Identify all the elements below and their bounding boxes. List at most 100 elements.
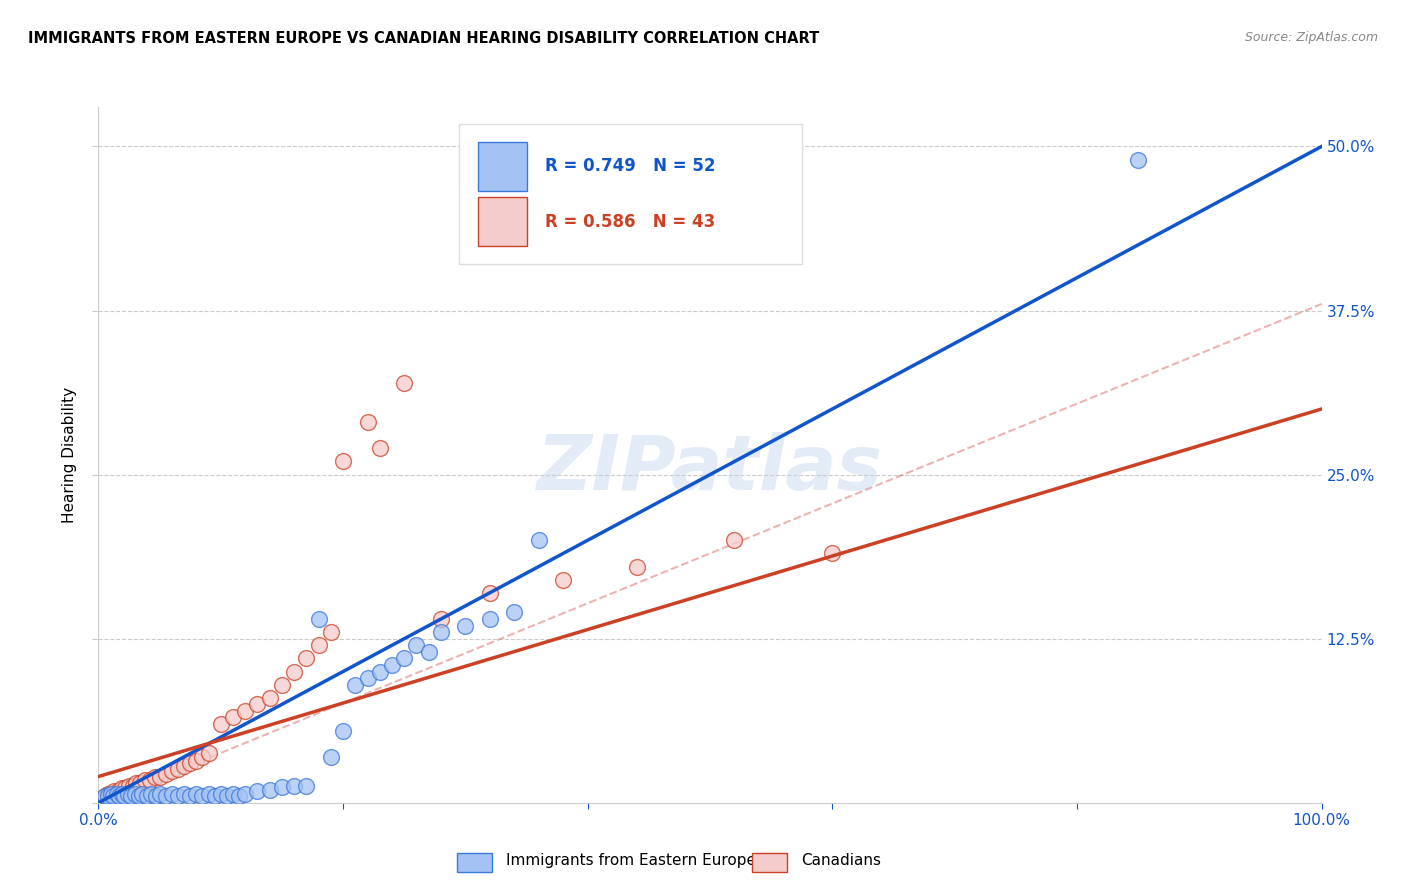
Text: ZIPatlas: ZIPatlas bbox=[537, 432, 883, 506]
Point bbox=[129, 776, 152, 790]
Point bbox=[131, 787, 153, 801]
Text: R = 0.586   N = 43: R = 0.586 N = 43 bbox=[546, 213, 716, 231]
Point bbox=[430, 625, 453, 640]
Point bbox=[120, 789, 142, 804]
Text: Immigrants from Eastern Europe: Immigrants from Eastern Europe bbox=[506, 854, 756, 868]
Point bbox=[167, 789, 190, 804]
Point bbox=[155, 789, 177, 804]
Point bbox=[149, 770, 172, 784]
Point bbox=[270, 780, 294, 794]
Point bbox=[405, 638, 427, 652]
Point bbox=[108, 789, 131, 804]
Point bbox=[392, 651, 416, 665]
Point bbox=[454, 618, 477, 632]
Point bbox=[101, 789, 124, 804]
Point bbox=[160, 787, 183, 801]
Point bbox=[114, 781, 136, 796]
Point bbox=[270, 678, 294, 692]
Point bbox=[295, 651, 318, 665]
Point bbox=[143, 770, 166, 784]
Point bbox=[626, 559, 648, 574]
Point bbox=[246, 784, 269, 798]
Point bbox=[191, 749, 214, 764]
Point bbox=[100, 787, 122, 801]
Point bbox=[1128, 153, 1150, 167]
Point bbox=[478, 586, 501, 600]
FancyBboxPatch shape bbox=[478, 197, 526, 246]
Text: IMMIGRANTS FROM EASTERN EUROPE VS CANADIAN HEARING DISABILITY CORRELATION CHART: IMMIGRANTS FROM EASTERN EUROPE VS CANADI… bbox=[28, 31, 820, 46]
Y-axis label: Hearing Disability: Hearing Disability bbox=[62, 387, 77, 523]
Point bbox=[111, 781, 134, 796]
Point bbox=[356, 415, 378, 429]
Text: R = 0.749   N = 52: R = 0.749 N = 52 bbox=[546, 157, 716, 175]
Point bbox=[145, 789, 167, 804]
Point bbox=[319, 625, 342, 640]
Point bbox=[112, 789, 135, 804]
Point bbox=[167, 762, 190, 776]
Point bbox=[197, 787, 219, 801]
Text: Canadians: Canadians bbox=[801, 854, 882, 868]
Point bbox=[93, 789, 115, 804]
Point bbox=[527, 533, 550, 548]
Point bbox=[134, 773, 156, 788]
Point bbox=[283, 779, 305, 793]
Text: Source: ZipAtlas.com: Source: ZipAtlas.com bbox=[1244, 31, 1378, 45]
Point bbox=[295, 779, 318, 793]
Point bbox=[723, 533, 745, 548]
Point bbox=[136, 789, 159, 804]
Point bbox=[209, 717, 232, 731]
Point bbox=[332, 454, 354, 468]
Point bbox=[117, 787, 139, 801]
Point bbox=[222, 710, 245, 724]
Point bbox=[97, 787, 120, 801]
Point bbox=[121, 779, 143, 793]
Point bbox=[233, 704, 256, 718]
Point bbox=[228, 789, 250, 804]
Point bbox=[283, 665, 305, 679]
Point bbox=[107, 784, 129, 798]
Point bbox=[308, 638, 330, 652]
Point bbox=[160, 764, 183, 779]
Point bbox=[259, 782, 281, 797]
Point bbox=[308, 612, 330, 626]
Point bbox=[259, 690, 281, 705]
Point bbox=[124, 787, 146, 801]
Point bbox=[356, 671, 378, 685]
Point bbox=[93, 789, 115, 804]
Point bbox=[503, 606, 526, 620]
Point bbox=[478, 612, 501, 626]
Point bbox=[319, 749, 342, 764]
Point bbox=[139, 773, 162, 788]
Point bbox=[430, 612, 453, 626]
Point bbox=[179, 756, 201, 771]
Point bbox=[118, 779, 141, 793]
Point bbox=[368, 442, 391, 456]
FancyBboxPatch shape bbox=[478, 142, 526, 191]
Point bbox=[100, 787, 122, 801]
Point bbox=[103, 784, 125, 798]
Point bbox=[222, 787, 245, 801]
Point bbox=[149, 787, 172, 801]
Point bbox=[125, 776, 148, 790]
Point bbox=[368, 665, 391, 679]
Point bbox=[215, 789, 238, 804]
Point bbox=[139, 787, 162, 801]
Point bbox=[191, 789, 214, 804]
Point bbox=[418, 645, 440, 659]
Point bbox=[553, 573, 575, 587]
Point bbox=[344, 678, 367, 692]
Point bbox=[186, 787, 208, 801]
Point bbox=[111, 787, 134, 801]
Point bbox=[186, 754, 208, 768]
Point bbox=[332, 723, 354, 738]
Point bbox=[173, 759, 195, 773]
FancyBboxPatch shape bbox=[460, 124, 801, 263]
Point bbox=[105, 787, 128, 801]
Point bbox=[173, 787, 195, 801]
Point bbox=[392, 376, 416, 390]
Point bbox=[821, 546, 844, 560]
Point bbox=[209, 787, 232, 801]
Point bbox=[204, 789, 226, 804]
Point bbox=[233, 787, 256, 801]
Point bbox=[97, 789, 120, 804]
